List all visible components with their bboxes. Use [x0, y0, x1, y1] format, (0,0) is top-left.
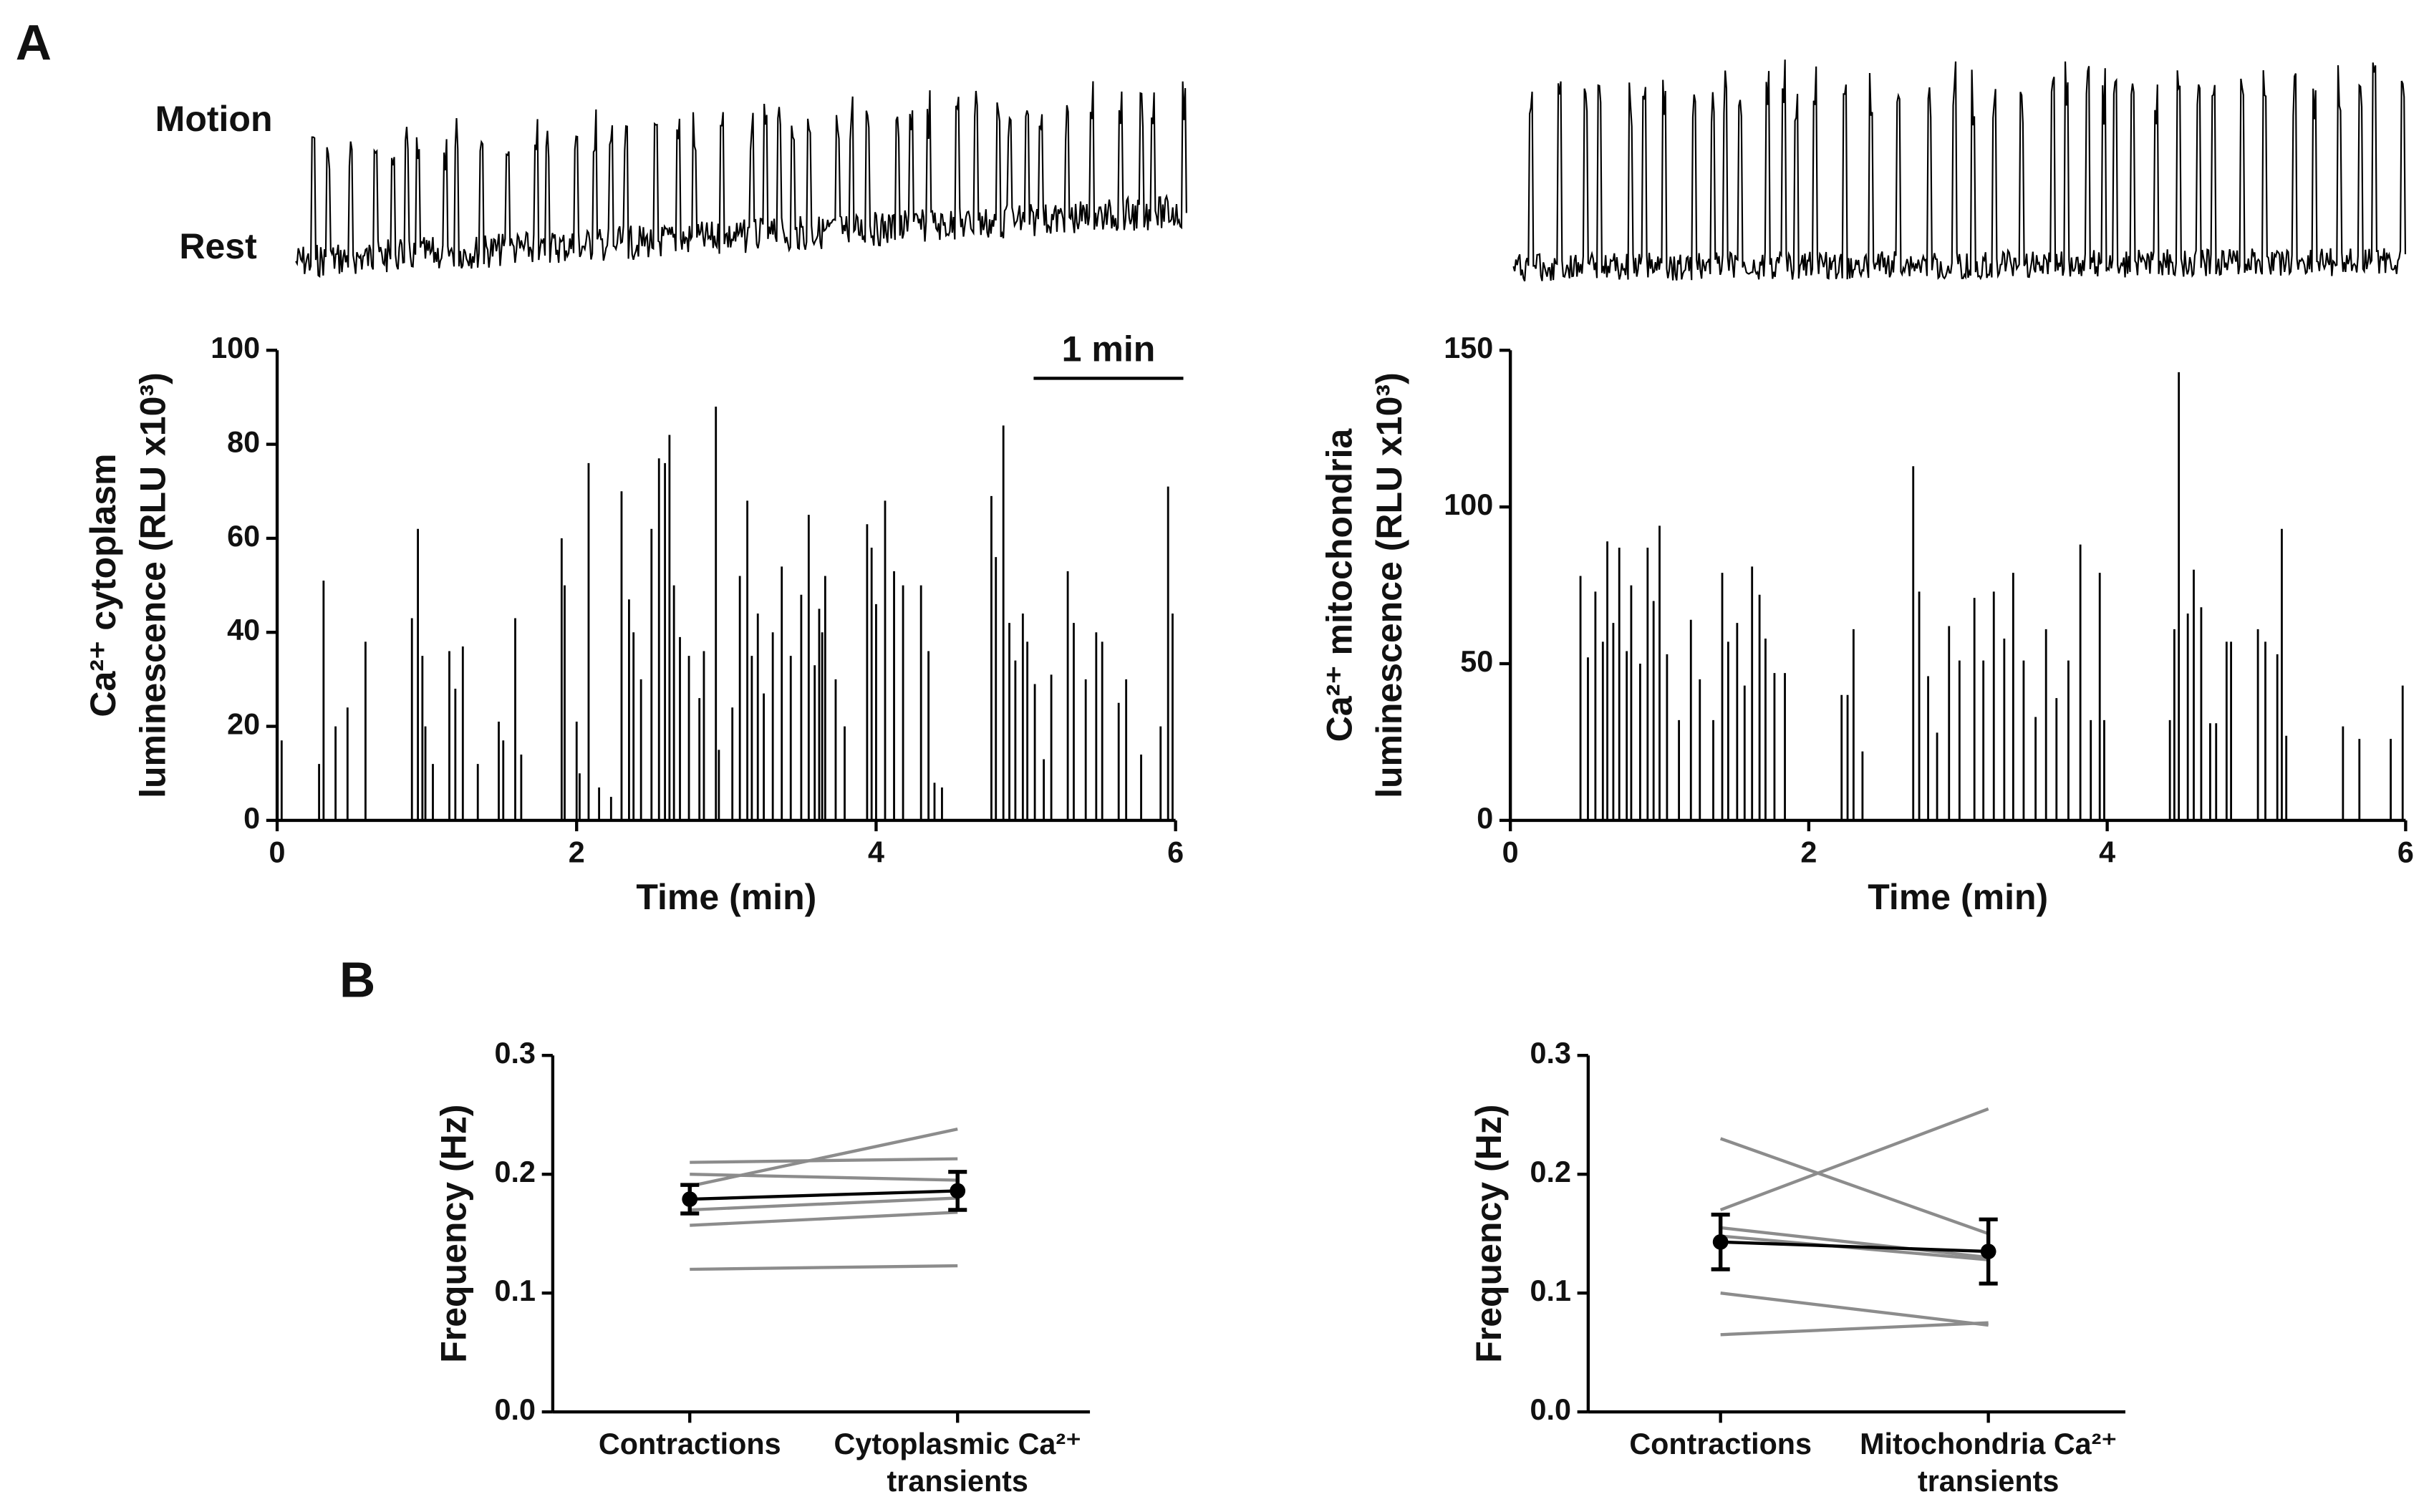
series-line: [1719, 1107, 1989, 1212]
motion-trace: [295, 81, 1187, 278]
x-tick-label: 2: [569, 836, 585, 869]
series-line: [1720, 1321, 1989, 1337]
y-axis-label: Frequency (Hz): [1469, 1105, 1509, 1363]
y-tick-label: 0.0: [495, 1393, 536, 1426]
x-tick-label: Mitochondria Ca²⁺: [1860, 1428, 2117, 1460]
y-tick-label: 0.3: [1530, 1037, 1571, 1070]
x-tick-label: Contractions: [599, 1428, 781, 1460]
y-axis-label: luminescence (RLU x10³): [1369, 372, 1409, 798]
series-line: [1720, 1292, 1989, 1327]
scale-bar-label: 1 min: [1062, 329, 1156, 369]
series-line: [1719, 1137, 1989, 1236]
series-line: [1720, 1226, 1989, 1259]
x-tick-label: transients: [1918, 1465, 2059, 1498]
y-tick-label: 20: [227, 707, 260, 740]
mean-point: [1712, 1234, 1729, 1250]
y-tick-label: 0: [1477, 802, 1493, 835]
y-tick-label: 0.2: [1530, 1155, 1571, 1188]
y-tick-label: 100: [211, 331, 260, 364]
x-tick-label: 0: [269, 836, 286, 869]
x-tick-label: 4: [2099, 836, 2115, 869]
mean-point: [1980, 1244, 1996, 1259]
mean-point: [682, 1191, 698, 1207]
x-tick-label: transients: [887, 1465, 1028, 1498]
y-tick-label: 100: [1444, 488, 1493, 521]
trace-label: Motion: [155, 99, 273, 139]
series-line: [690, 1189, 958, 1201]
y-tick-label: 0.0: [1530, 1393, 1571, 1426]
y-axis-label: luminescence (RLU x10³): [133, 372, 173, 798]
y-axis-label: Frequency (Hz): [433, 1105, 473, 1363]
y-tick-label: 0.3: [495, 1037, 536, 1070]
x-tick-label: 6: [1167, 836, 1184, 869]
x-tick-label: 0: [1502, 836, 1519, 869]
y-tick-label: 80: [227, 425, 260, 458]
x-tick-label: Contractions: [1629, 1428, 1812, 1460]
trace-label: Rest: [179, 226, 257, 266]
series-line: [690, 1157, 958, 1164]
y-tick-label: 0.2: [495, 1155, 536, 1188]
y-tick-label: 50: [1460, 645, 1493, 678]
series-line: [690, 1264, 958, 1271]
y-tick-label: 150: [1444, 331, 1493, 364]
y-tick-label: 60: [227, 520, 260, 553]
x-tick-label: 4: [868, 836, 884, 869]
panel-label: B: [339, 952, 375, 1008]
mean-point: [950, 1183, 966, 1199]
y-tick-label: 0: [243, 802, 260, 835]
series-line: [690, 1173, 958, 1182]
x-tick-label: 2: [1800, 836, 1817, 869]
y-tick-label: 0.1: [495, 1274, 536, 1307]
x-tick-label: Cytoplasmic Ca²⁺: [834, 1428, 1081, 1460]
x-axis-label: Time (min): [1868, 877, 2048, 917]
motion-trace: [1512, 59, 2407, 282]
y-axis-label: Ca²⁺ mitochondria: [1320, 428, 1360, 742]
series-line: [690, 1196, 958, 1212]
y-tick-label: 40: [227, 614, 260, 646]
series-line: [690, 1211, 958, 1227]
x-tick-label: 6: [2397, 836, 2414, 869]
series-line: [1720, 1240, 1989, 1254]
panel-label: A: [16, 15, 52, 71]
y-tick-label: 0.1: [1530, 1274, 1571, 1307]
x-axis-label: Time (min): [636, 877, 816, 917]
y-axis-label: Ca²⁺ cytoplasm: [83, 453, 123, 717]
